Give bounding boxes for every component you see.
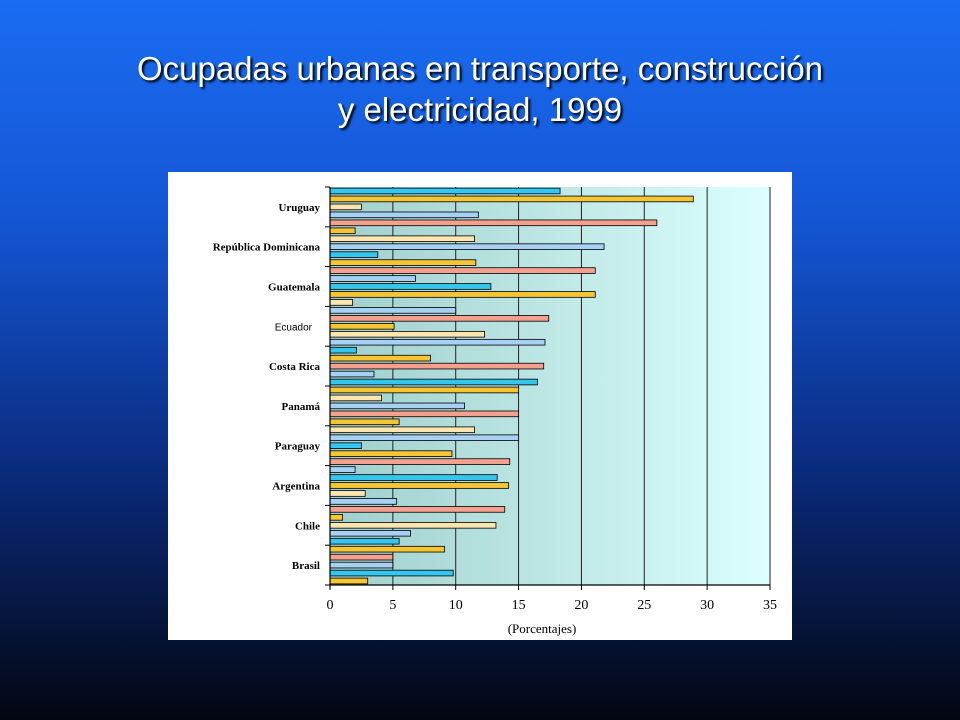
bar [329,537,400,545]
x-tick-label: 15 [512,598,526,613]
bar [329,426,475,434]
bar [329,243,605,250]
bar [329,354,431,362]
x-tick-label: 35 [763,598,777,613]
bar [329,410,519,418]
bar [329,577,369,585]
category-label: Costa Rica [269,361,321,373]
bar [329,346,357,354]
category-label: República Dominicana [213,242,321,254]
bar [329,529,411,537]
bar [329,522,497,529]
x-tick-label: 20 [574,598,588,613]
bar [329,466,356,473]
bar [329,227,356,235]
category-label: Panamá [282,401,321,413]
category-label: Ecuador [275,322,313,333]
category-label: Paraguay [275,441,321,453]
bar [329,315,550,322]
bar [329,394,382,402]
x-axis-label: (Porcentajes) [508,621,577,636]
bar [329,378,538,386]
bar [329,434,519,441]
bar [329,299,354,306]
bar [329,498,398,505]
bar [329,418,400,426]
bar [329,569,454,577]
bar [329,370,375,378]
bar [329,338,546,346]
x-tick-label: 25 [637,598,651,613]
bar [329,307,457,314]
bar [329,219,658,227]
bar [329,283,492,290]
plot-area [330,187,770,585]
bar [329,506,506,513]
bar [329,323,395,330]
bar [329,450,453,457]
category-label: Brasil [292,560,320,572]
bar [329,561,394,569]
slide-title-line-1: Ocupadas urbanas en transporte, construc… [136,50,824,87]
bar [329,362,545,370]
bar [329,386,519,394]
bar [329,211,479,219]
bar [329,330,486,338]
bar [329,458,511,465]
category-label: Chile [295,520,320,532]
bar [329,482,509,489]
bar [329,474,498,481]
x-tick-label: 0 [327,598,334,613]
bar [329,442,362,449]
bar [329,187,561,195]
bar [329,251,379,258]
bar [329,275,416,282]
bar [329,203,362,211]
bar [329,402,465,410]
category-label: Uruguay [278,202,320,214]
category-label: Argentina [272,481,320,493]
bar [329,259,477,266]
slide-title-line-2: y electricidad, 1999 [337,91,623,128]
bar [329,235,475,242]
chart-panel: Uruguay República Dominicana Guatemala Ecua… [168,172,792,640]
x-tick-label: 10 [449,598,463,613]
x-tick-label: 30 [700,598,714,613]
x-tick-label: 5 [389,598,396,613]
bar [329,291,596,298]
category-label: Guatemala [268,282,320,294]
bar [329,553,394,561]
bar [329,545,445,553]
bar [329,195,694,203]
bar [329,267,596,274]
bar [329,514,343,521]
bar [329,490,366,497]
slide-title: Ocupadas urbanas en transporte, construc… [40,48,920,130]
bar-chart: Uruguay República Dominicana Guatemala Ecua… [213,186,777,636]
